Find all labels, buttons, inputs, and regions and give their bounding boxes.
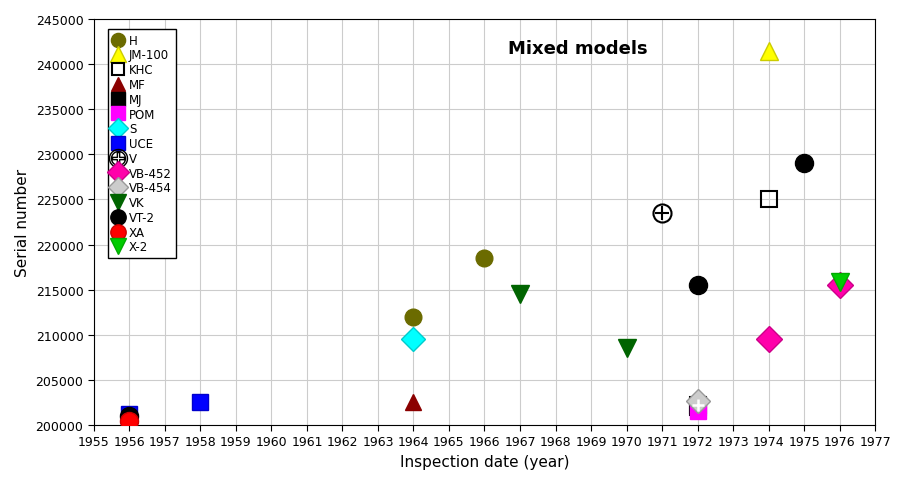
X-axis label: Inspection date (year): Inspection date (year) (400, 454, 569, 469)
Y-axis label: Serial number: Serial number (15, 168, 30, 276)
Legend: H, JM-100, KHC, MF, MJ, POM, S, UCE, V, VB-452, VB-454, VK, VT-2, XA, X-2: H, JM-100, KHC, MF, MJ, POM, S, UCE, V, … (108, 30, 177, 258)
Text: Mixed models: Mixed models (508, 40, 648, 58)
